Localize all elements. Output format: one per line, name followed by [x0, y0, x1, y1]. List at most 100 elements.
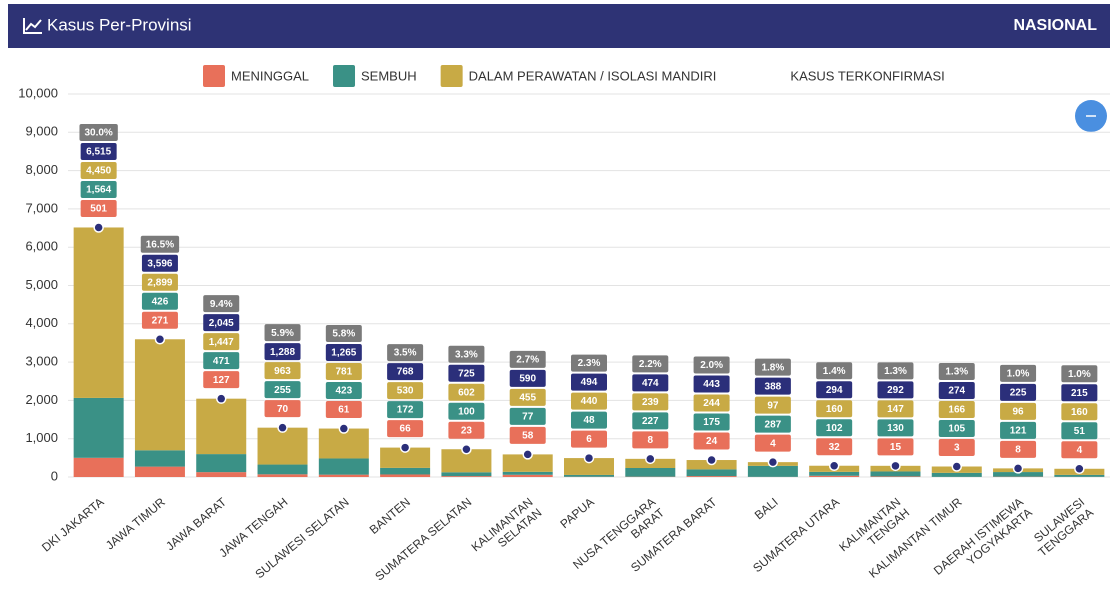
value-label: 294: [816, 381, 852, 398]
value-label: 423: [326, 382, 362, 399]
value-label-text: 474: [642, 378, 659, 389]
bar-segment: [196, 472, 246, 477]
legend-label: DALAM PERAWATAN / ISOLASI MANDIRI: [469, 68, 717, 83]
value-label-text: 51: [1074, 426, 1086, 437]
bar-segment: [870, 471, 920, 476]
value-label-text: 494: [581, 377, 598, 388]
confirmed-dot: [952, 462, 961, 471]
value-label-text: 166: [948, 405, 965, 416]
value-label-text: 501: [90, 204, 107, 215]
value-label-text: 227: [642, 416, 659, 427]
value-label: 3.3%: [448, 346, 484, 363]
value-label-text: 215: [1071, 388, 1088, 399]
value-label: 51: [1061, 422, 1097, 439]
value-label: 3: [939, 439, 975, 456]
value-label: 96: [1000, 403, 1036, 420]
bar-segment: [625, 468, 675, 477]
x-tick-line: DKI JAKARTA: [39, 495, 106, 555]
y-tick-label: 1,000: [25, 430, 58, 445]
value-label: 16.5%: [141, 236, 179, 253]
value-label: 501: [81, 200, 117, 217]
value-label-text: 15: [890, 442, 902, 453]
x-tick-line: JAWA BARAT: [163, 495, 229, 554]
value-label: 48: [571, 412, 607, 429]
value-label: 58: [510, 427, 546, 444]
value-label-text: 2.0%: [700, 360, 723, 371]
x-tick-line: BANTEN: [367, 495, 413, 537]
value-label-text: 172: [397, 405, 414, 416]
y-tick-label: 5,000: [25, 277, 58, 292]
value-label-text: 32: [829, 442, 841, 453]
value-label-text: 287: [765, 419, 782, 430]
value-label: 1,447: [203, 333, 239, 350]
bar-segment: [135, 450, 185, 466]
value-label: 1.0%: [1000, 365, 1036, 382]
value-label: 166: [939, 401, 975, 418]
value-label: 172: [387, 401, 423, 418]
value-label: 6,515: [81, 143, 117, 160]
value-label: 426: [142, 293, 178, 310]
y-tick-label: 2,000: [25, 392, 58, 407]
confirmed-dot: [339, 424, 348, 433]
collapse-button[interactable]: [1075, 100, 1107, 132]
value-label-text: 24: [706, 436, 718, 447]
x-tick-label: DKI JAKARTA: [39, 495, 106, 555]
value-label-text: 160: [1071, 407, 1088, 418]
bar-segment: [687, 469, 737, 476]
value-label: 530: [387, 382, 423, 399]
value-label: 1.8%: [755, 359, 791, 376]
value-label: 388: [755, 378, 791, 395]
value-label-text: 61: [338, 405, 350, 416]
value-label-text: 1.3%: [884, 366, 907, 377]
value-label-text: 255: [274, 385, 291, 396]
value-label-text: 147: [887, 404, 904, 415]
confirmed-dot: [462, 445, 471, 454]
value-label: 3.5%: [387, 344, 423, 361]
value-label: 2,045: [203, 314, 239, 331]
confirmed-dot: [523, 450, 532, 459]
value-label-text: 225: [1010, 388, 1027, 399]
value-label: 102: [816, 419, 852, 436]
value-label-text: 97: [767, 400, 779, 411]
value-label-text: 1.0%: [1068, 369, 1091, 380]
value-label: 3,596: [142, 255, 178, 272]
y-tick-label: 8,000: [25, 162, 58, 177]
value-label: 66: [387, 420, 423, 437]
x-tick-label: BANTEN: [367, 495, 413, 537]
confirmed-dot: [1014, 464, 1023, 473]
bar-segment: [380, 474, 430, 477]
value-label-text: 175: [703, 417, 720, 428]
value-label: 2.3%: [571, 355, 607, 372]
value-label: 30.0%: [79, 124, 117, 141]
value-label: 602: [448, 384, 484, 401]
value-label: 287: [755, 416, 791, 433]
confirmed-dot: [830, 461, 839, 470]
scope-label[interactable]: NASIONAL: [1013, 17, 1097, 34]
confirmed-dot: [768, 458, 777, 467]
value-label-text: 781: [335, 367, 352, 378]
bar-segment: [196, 454, 246, 472]
x-tick-line: PAPUA: [557, 495, 596, 531]
value-label-text: 271: [152, 315, 169, 326]
bar-segment: [564, 475, 614, 477]
value-label-text: 6: [586, 434, 592, 445]
value-label: 61: [326, 401, 362, 418]
y-tick-label: 9,000: [25, 124, 58, 139]
value-label-text: 121: [1010, 426, 1027, 437]
value-label: 227: [632, 412, 668, 429]
value-label: 9.4%: [203, 295, 239, 312]
value-label-text: 1.4%: [823, 366, 846, 377]
value-label: 1,564: [81, 181, 117, 198]
bar-segment: [809, 472, 859, 476]
value-label-text: 1,564: [86, 185, 111, 196]
value-label-text: 2.3%: [578, 358, 601, 369]
x-tick-label: BALI: [752, 495, 781, 522]
value-label-text: 1.0%: [1007, 369, 1030, 380]
value-label: 5.9%: [265, 324, 301, 341]
value-label: 725: [448, 365, 484, 382]
value-label: 2.0%: [694, 357, 730, 374]
confirmed-dot: [891, 461, 900, 470]
x-tick-line: BALI: [752, 495, 781, 522]
bar-segment: [319, 475, 369, 477]
value-label-text: 3: [954, 443, 960, 454]
